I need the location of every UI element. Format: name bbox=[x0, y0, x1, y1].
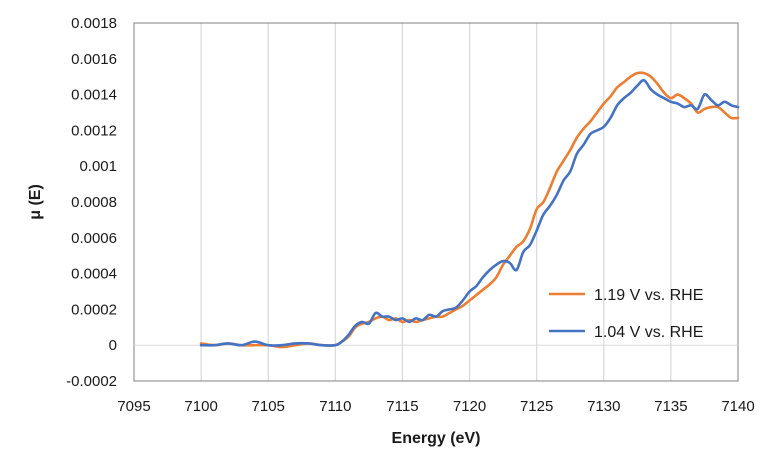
x-tick-label: 7140 bbox=[721, 398, 754, 415]
y-tick-label: 0.0016 bbox=[71, 51, 117, 68]
x-tick-label: 7120 bbox=[453, 398, 486, 415]
x-tick-label: 7125 bbox=[520, 398, 553, 415]
y-tick-labels: -0.0002 0 0.0002 0.0004 0.0006 0.0008 0.001 0.0… bbox=[66, 15, 117, 390]
y-tick-label: 0.0008 bbox=[71, 194, 117, 211]
series-lines bbox=[199, 71, 740, 349]
y-tick-label: 0.0004 bbox=[71, 266, 117, 283]
legend-label-1: 1.19 V vs. RHE bbox=[594, 287, 703, 304]
legend: 1.19 V vs. RHE 1.04 V vs. RHE bbox=[549, 287, 703, 341]
gridlines bbox=[200, 23, 672, 381]
y-tick-label: 0.0006 bbox=[71, 230, 117, 247]
y-tick-label: 0.0002 bbox=[71, 301, 117, 318]
x-tick-label: 7100 bbox=[184, 398, 217, 415]
y-axis-title: μ (E) bbox=[27, 184, 44, 220]
legend-label-2: 1.04 V vs. RHE bbox=[594, 324, 703, 341]
x-tick-label: 7095 bbox=[117, 398, 150, 415]
x-tick-label: 7115 bbox=[386, 398, 418, 415]
y-tick-label: 0.0014 bbox=[71, 87, 117, 104]
plot-area-frame bbox=[133, 22, 739, 382]
x-tick-label: 7130 bbox=[587, 398, 620, 415]
series-line-2 bbox=[199, 78, 740, 347]
y-tick-label: 0.0018 bbox=[71, 15, 117, 32]
x-tick-label: 7105 bbox=[252, 398, 285, 415]
y-tick-label: -0.0002 bbox=[66, 373, 117, 390]
y-tick-label: 0.0012 bbox=[71, 122, 117, 139]
x-tick-label: 7135 bbox=[654, 398, 687, 415]
y-tick-label: 0.001 bbox=[79, 158, 117, 175]
x-axis-title: Energy (eV) bbox=[392, 430, 481, 447]
x-tick-labels: 7095 7100 7105 7110 7115 7120 7125 7130 7135 7140 bbox=[117, 398, 754, 415]
x-tick-label: 7110 bbox=[319, 398, 351, 415]
y-tick-label: 0 bbox=[109, 337, 117, 354]
